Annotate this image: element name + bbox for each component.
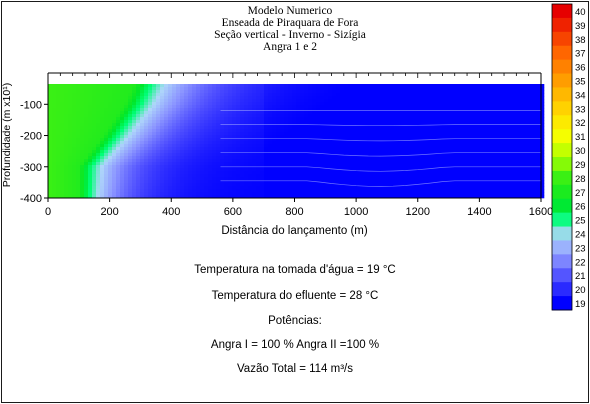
colorbar-border xyxy=(551,3,573,311)
colorbar-cell xyxy=(552,296,572,311)
colorbar-label: 40 xyxy=(575,7,586,18)
chart-title-line-4: Angra 1 e 2 xyxy=(263,41,317,53)
colorbar-label: 24 xyxy=(575,230,586,241)
x-tick-label: 200 xyxy=(100,206,118,218)
contour-line xyxy=(220,138,541,142)
colorbar-cell xyxy=(552,226,572,241)
x-tick-label: 1200 xyxy=(406,206,430,218)
powers-label: Potências: xyxy=(268,315,322,327)
colorbar-label: 32 xyxy=(575,118,586,129)
axes: 0 200 400 600 800 1000 1200 1400 1600 -100 -200 -30… xyxy=(1,72,553,237)
x-axis-label: Distância do lançamento (m) xyxy=(221,225,368,237)
colorbar: 40 39 38 37 36 35 34 33 32 31 30 29 28 27 26 25 24 23 22 21… xyxy=(551,3,586,311)
plot-area xyxy=(48,73,545,199)
colorbar-cell xyxy=(552,101,572,116)
surface-gap xyxy=(48,73,541,84)
colorbar-cell xyxy=(552,240,572,255)
colorbar-label: 37 xyxy=(575,49,586,60)
colorbar-label: 39 xyxy=(575,21,586,32)
intake-temperature-text: Temperatura na tomada d'água = 19 °C xyxy=(194,264,396,276)
colorbar-cell xyxy=(552,143,572,158)
y-tick-label: -200 xyxy=(20,131,42,143)
colorbar-cell xyxy=(552,157,572,172)
x-tick-label: 1600 xyxy=(529,206,553,218)
x-tick-label: 1400 xyxy=(467,206,491,218)
colorbar-cell xyxy=(552,170,572,186)
y-axis-label: Profundidade (m x10¹) xyxy=(1,83,13,187)
colorbar-label: 33 xyxy=(575,104,586,115)
colorbar-label: 34 xyxy=(575,90,586,101)
colorbar-label: 19 xyxy=(575,299,586,310)
colorbar-cell xyxy=(552,45,572,61)
colorbar-label: 38 xyxy=(575,35,586,46)
colorbar-label: 31 xyxy=(575,132,586,143)
colorbar-cell xyxy=(552,59,572,74)
colorbar-label: 25 xyxy=(575,216,586,227)
colorbar-label: 23 xyxy=(575,243,586,254)
colorbar-label: 21 xyxy=(575,271,586,282)
colorbar-label: 29 xyxy=(575,160,586,171)
colorbar-cell xyxy=(552,17,572,33)
colorbar-label: 36 xyxy=(575,63,586,74)
colorbar-cell xyxy=(552,31,572,47)
colorbar-cell xyxy=(552,129,572,144)
colorbar-label: 22 xyxy=(575,257,586,268)
contour-line xyxy=(220,180,541,187)
chart-title-line-3: Seção vertical - Inverno - Sizígia xyxy=(214,29,366,41)
colorbar-cell xyxy=(552,4,572,19)
x-tick-label: 800 xyxy=(285,206,303,218)
y-tick-label: -300 xyxy=(20,162,42,174)
chart-title-line-1: Modelo Numerico xyxy=(247,5,333,17)
colorbar-cell xyxy=(552,198,572,214)
chart-title-line-2: Enseada de Piraquara de Fora xyxy=(221,17,359,29)
colorbar-label: 28 xyxy=(575,174,586,185)
contour-line xyxy=(220,166,541,172)
effluent-temperature-text: Temperatura do efluente = 28 °C xyxy=(211,290,379,302)
y-tick-label: -100 xyxy=(20,99,42,111)
colorbar-label: 35 xyxy=(575,77,586,88)
colorbar-cell xyxy=(552,282,572,297)
colorbar-cell xyxy=(552,115,572,130)
x-tick-label: 400 xyxy=(162,206,180,218)
colorbar-cell xyxy=(552,73,572,88)
powers-values: Angra I = 100 % Angra II =100 % xyxy=(210,339,380,351)
colorbar-label: 27 xyxy=(575,188,586,199)
x-tick-label: 600 xyxy=(224,206,242,218)
colorbar-cell xyxy=(552,87,572,102)
x-tick-label: 1000 xyxy=(344,206,368,218)
contour-line xyxy=(220,152,541,157)
colorbar-cell xyxy=(552,184,572,200)
contour-line xyxy=(220,124,541,127)
colorbar-label: 20 xyxy=(575,285,586,296)
colorbar-label: 30 xyxy=(575,146,586,157)
colorbar-cell xyxy=(552,212,572,227)
colorbar-label: 26 xyxy=(575,202,586,213)
y-tick-label: -400 xyxy=(20,193,42,205)
total-flow-text: Vazão Total = 114 m³/s xyxy=(236,363,354,375)
colorbar-cell xyxy=(552,268,572,283)
colorbar-cell xyxy=(552,254,572,269)
x-tick-label: 0 xyxy=(45,206,51,218)
